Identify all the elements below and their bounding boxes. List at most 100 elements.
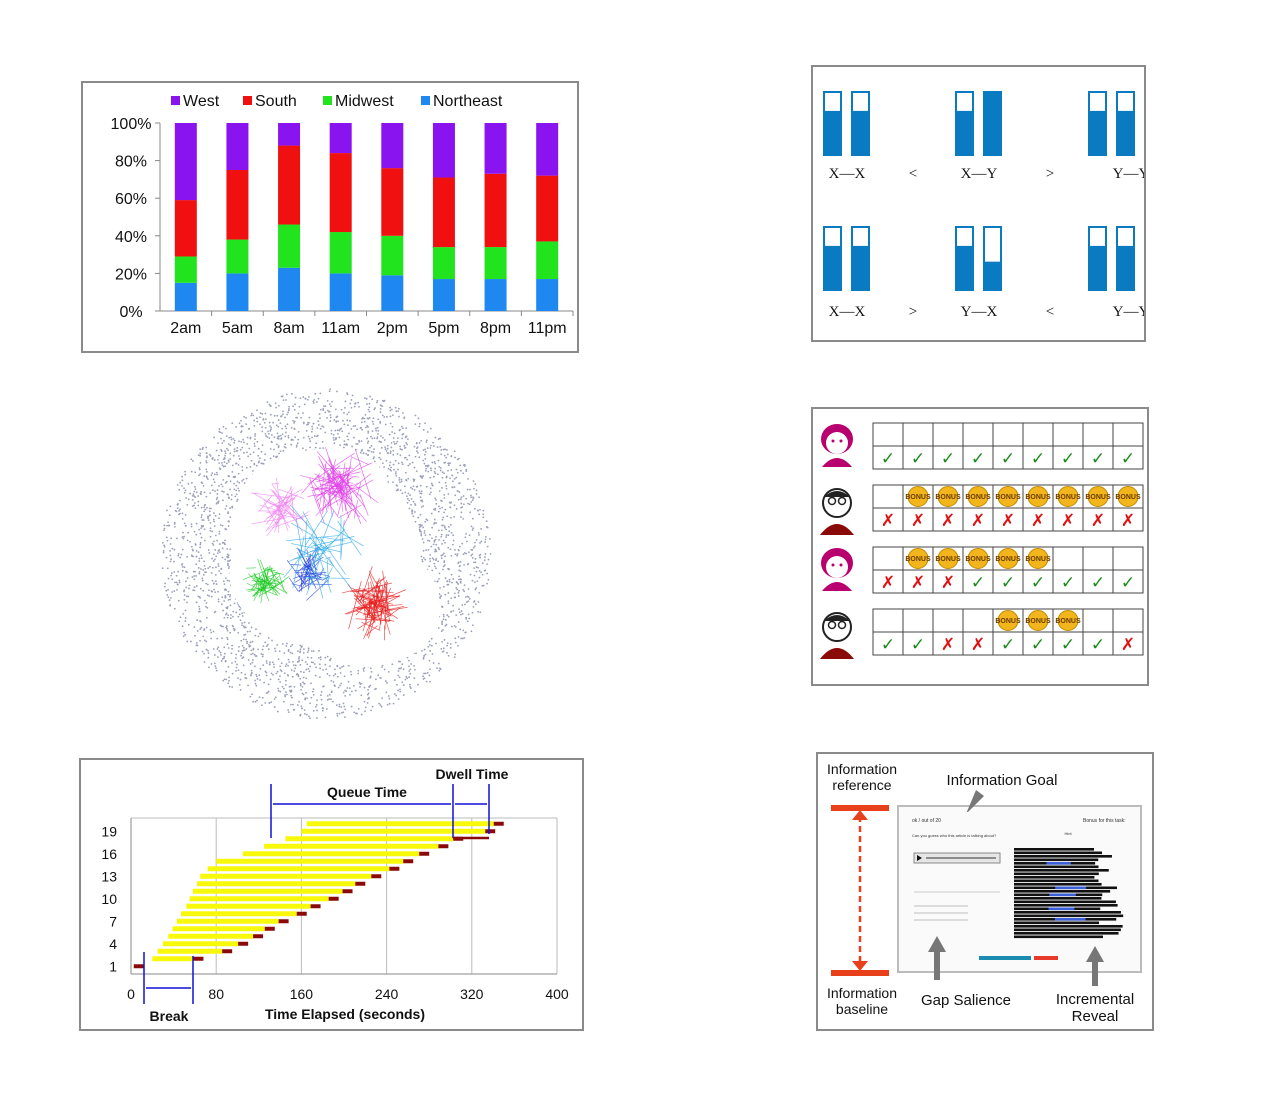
node	[379, 458, 382, 461]
edge	[276, 477, 281, 508]
node	[373, 456, 375, 459]
node	[379, 408, 382, 410]
node	[183, 522, 186, 525]
node	[379, 404, 382, 407]
node	[486, 572, 488, 575]
edge	[285, 495, 297, 505]
node	[384, 446, 386, 448]
node	[359, 451, 362, 454]
node	[223, 652, 226, 655]
node	[376, 399, 379, 402]
node	[452, 534, 455, 537]
node	[179, 508, 181, 511]
bar-fill	[1089, 245, 1106, 290]
node	[376, 436, 379, 439]
node	[388, 697, 391, 700]
node	[291, 675, 294, 678]
node	[244, 633, 247, 636]
node	[260, 450, 263, 453]
node	[362, 668, 365, 670]
node	[218, 530, 221, 533]
diagram-label: >	[1046, 166, 1054, 182]
node	[261, 413, 264, 415]
diagram-label: >	[909, 304, 917, 320]
node	[235, 426, 238, 428]
node	[409, 463, 411, 465]
cross-mark: ✗	[1121, 635, 1135, 654]
node	[454, 641, 457, 644]
node	[422, 541, 425, 544]
node	[429, 644, 431, 646]
node	[277, 404, 280, 407]
check-mark: ✓	[1061, 449, 1075, 468]
node	[429, 533, 431, 536]
node	[233, 628, 236, 631]
node	[190, 523, 193, 526]
bonus-coin	[1087, 486, 1109, 507]
node	[301, 659, 304, 662]
node	[449, 462, 451, 465]
node	[198, 557, 201, 560]
node	[284, 431, 287, 434]
node	[409, 683, 411, 686]
node	[173, 607, 176, 610]
node	[429, 487, 432, 490]
node	[430, 467, 432, 470]
bar-segment	[432, 177, 455, 248]
bar-segment	[278, 267, 301, 311]
bonus-coin	[967, 548, 989, 569]
edge	[258, 495, 273, 512]
queue-bar	[306, 821, 494, 827]
node	[429, 553, 432, 556]
node	[326, 699, 329, 701]
node	[379, 704, 382, 707]
node	[475, 493, 478, 495]
node	[473, 561, 475, 564]
node	[270, 701, 273, 703]
node	[457, 591, 460, 594]
queue-bar	[285, 836, 454, 842]
node	[194, 634, 196, 637]
node	[281, 685, 284, 688]
node	[304, 661, 307, 663]
node	[235, 493, 238, 496]
edge	[312, 536, 332, 593]
node	[279, 450, 282, 453]
edge	[311, 485, 335, 492]
node	[208, 514, 211, 517]
bar-fill	[984, 261, 1001, 290]
node	[263, 459, 266, 461]
node	[478, 513, 481, 516]
node	[397, 698, 400, 701]
node	[205, 495, 208, 498]
node	[209, 455, 212, 457]
node	[224, 508, 227, 510]
node	[460, 578, 463, 581]
node	[174, 581, 176, 584]
node	[205, 446, 208, 449]
node	[282, 399, 285, 402]
queue-bar	[181, 911, 297, 917]
node	[405, 479, 408, 482]
node	[405, 435, 408, 438]
node	[211, 542, 214, 545]
node	[413, 489, 416, 491]
node	[276, 710, 279, 713]
node	[350, 406, 353, 409]
node	[343, 411, 345, 414]
node	[447, 462, 450, 465]
node	[400, 461, 403, 464]
node	[251, 661, 254, 664]
node	[410, 503, 412, 506]
node	[418, 422, 421, 425]
node	[404, 491, 407, 494]
node	[431, 484, 434, 487]
node	[439, 437, 441, 440]
node	[340, 712, 343, 714]
node	[386, 447, 389, 450]
node	[284, 695, 287, 698]
node	[235, 611, 238, 614]
node	[395, 471, 397, 473]
node	[330, 405, 332, 408]
node	[367, 454, 369, 457]
